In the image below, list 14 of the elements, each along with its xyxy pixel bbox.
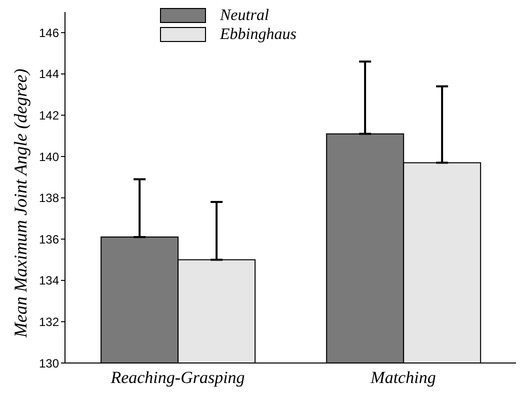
y-tick-label: 136: [38, 232, 60, 246]
x-tick-label: Reaching-Grasping: [110, 368, 245, 388]
y-tick-label: 132: [38, 314, 60, 329]
y-tick-label: 140: [38, 150, 60, 164]
y-tick-label: 130: [38, 356, 60, 370]
y-tick-label: 138: [38, 191, 60, 206]
y-tick-label: 144: [38, 67, 60, 82]
legend-label: Neutral: [220, 6, 269, 24]
y-tick-label: 134: [38, 274, 60, 288]
x-tick-label: Matching: [370, 368, 436, 388]
y-tick-label: 142: [38, 108, 60, 122]
y-axis-title: Mean Maximum Joint Angle (degree): [10, 68, 30, 338]
legend-label: Ebbinghaus: [220, 26, 296, 44]
y-tick-label: 146: [38, 26, 60, 40]
